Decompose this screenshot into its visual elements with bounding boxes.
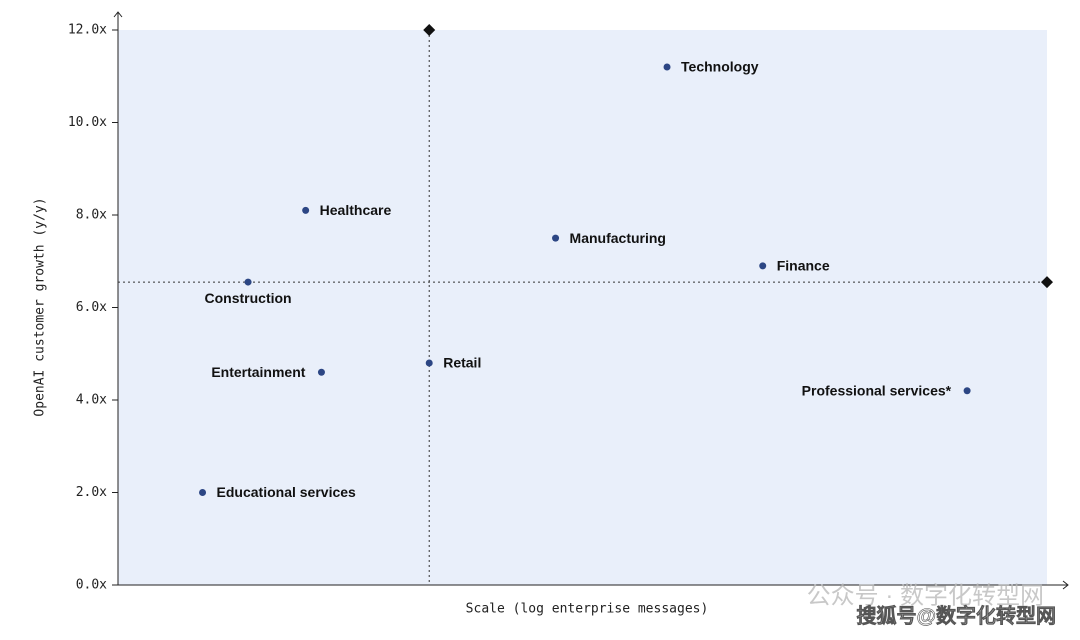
data-point: [244, 278, 252, 286]
y-tick-label: 10.0x: [68, 115, 107, 130]
reference-marker: [423, 24, 436, 36]
point-label: Finance: [777, 258, 830, 274]
y-tick-label: 4.0x: [76, 393, 107, 408]
point-label: Entertainment: [211, 364, 305, 380]
point-label: Technology: [681, 59, 759, 75]
x-axis-title: Scale (log enterprise messages): [466, 602, 709, 617]
y-axis-title: OpenAI customer growth (y/y): [33, 197, 48, 416]
y-tick-label: 6.0x: [76, 300, 107, 315]
y-tick-label: 8.0x: [76, 208, 107, 223]
y-tick-label: 2.0x: [76, 485, 107, 500]
point-label: Retail: [443, 355, 481, 371]
data-point: [199, 489, 207, 496]
y-tick-label: 12.0x: [68, 23, 107, 38]
data-point: [663, 63, 671, 71]
data-point: [302, 206, 310, 214]
x-axis-arrow: [1062, 580, 1069, 590]
y-tick-label: 0.0x: [76, 578, 107, 593]
data-point: [425, 359, 433, 367]
data-point: [552, 234, 560, 242]
data-point: [317, 368, 325, 376]
point-label: Educational services: [217, 484, 357, 500]
y-axis-arrow: [113, 11, 123, 18]
watermark: 公众号 · 数字化转型网: [807, 582, 1044, 609]
reference-marker: [1041, 276, 1053, 289]
point-label: Construction: [205, 290, 292, 306]
data-point: [963, 387, 971, 395]
watermark: 搜狐号@数字化转型网: [856, 603, 1056, 627]
data-point: [759, 262, 767, 270]
point-label: Manufacturing: [570, 230, 666, 246]
point-label: Healthcare: [320, 202, 392, 218]
point-label: Professional services*: [802, 382, 952, 398]
plot-area: [118, 30, 1047, 585]
